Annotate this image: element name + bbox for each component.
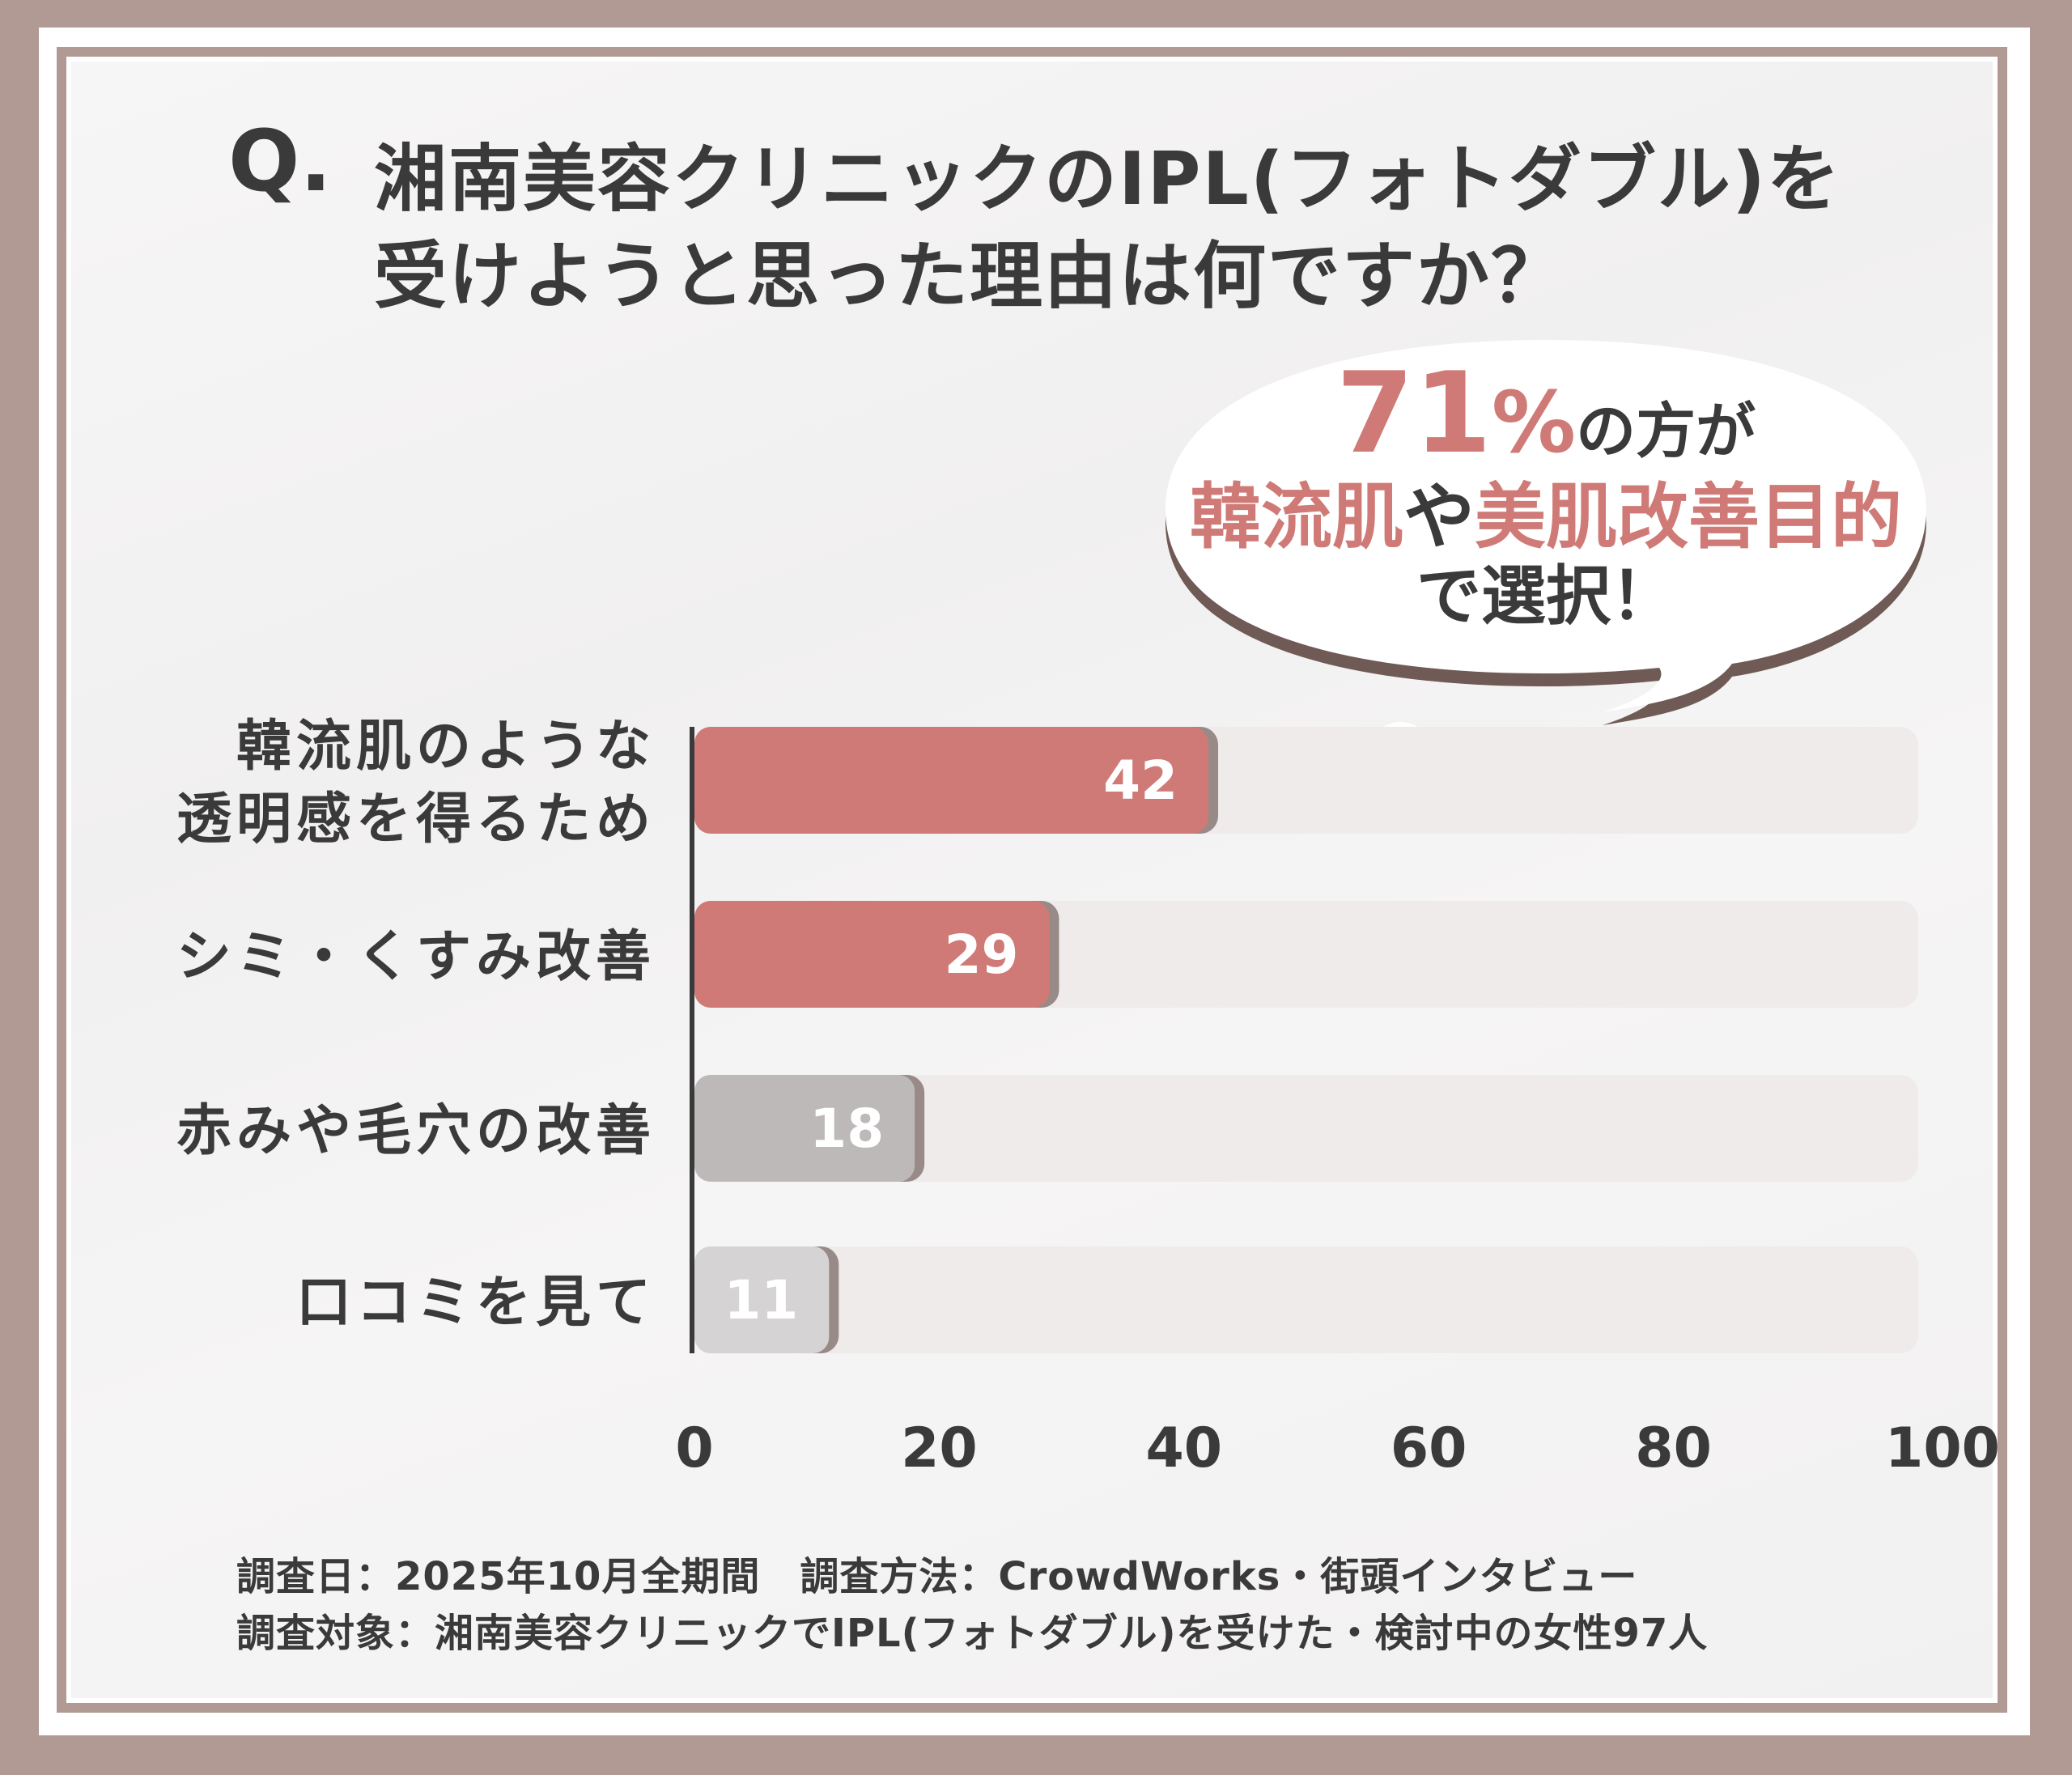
category-label: シミ・くすみ改善 <box>176 921 656 994</box>
bar-value-label: 42 <box>1103 749 1178 812</box>
bar-track <box>694 1246 1918 1353</box>
x-tick-label: 0 <box>675 1416 714 1480</box>
callout-highlight-1: 韓流肌 <box>1189 475 1403 558</box>
bar <box>694 901 1050 1008</box>
speech-bubble-shape <box>1166 340 1926 725</box>
x-tick-label: 20 <box>901 1416 978 1480</box>
x-tick-label: 60 <box>1390 1416 1467 1480</box>
speech-bubble: 71%の方が 韓流肌や美肌改善目的 で選択！ <box>1149 324 1942 777</box>
x-tick-label: 80 <box>1635 1416 1712 1480</box>
callout-connector: や <box>1403 475 1475 558</box>
callout-big-number: 71 <box>1335 348 1492 478</box>
question-mark-label: Q. <box>228 112 332 210</box>
survey-info-line-1: 調査日：2025年10月全期間 調査方法：CrowdWorks・街頭インタビュー <box>236 1554 1638 1599</box>
y-axis-line <box>690 727 694 1353</box>
survey-info-line-2: 調査対象：湘南美容クリニックでIPL(フォトダブル)を受けた・検討中の女性97人 <box>236 1611 1709 1656</box>
category-label-line: 赤みや毛穴の改善 <box>176 1099 656 1163</box>
category-label: 韓流肌のような透明感を得るため <box>176 711 656 856</box>
callout-line-1: 71%の方が <box>1149 348 1942 478</box>
bar <box>694 727 1209 834</box>
callout-percent: % <box>1491 373 1577 472</box>
x-tick-label: 100 <box>1885 1416 2000 1480</box>
bar <box>694 1075 915 1182</box>
callout-line-1-rest: の方が <box>1576 397 1756 466</box>
bar-value-label: 11 <box>724 1269 799 1331</box>
category-label: 赤みや毛穴の改善 <box>176 1095 656 1168</box>
question-title-line-1: 湘南美容クリニックのIPL(フォトダブル)を <box>374 137 1842 222</box>
category-label: 口コミを見て <box>296 1267 656 1340</box>
callout-line-2: 韓流肌や美肌改善目的 <box>1149 460 1942 563</box>
bar-track <box>694 1075 1918 1182</box>
category-label-line: 韓流肌のような <box>236 715 656 779</box>
question-title-line-2: 受けようと思った理由は何ですか？ <box>374 234 1565 319</box>
callout-highlight-2: 美肌改善目的 <box>1475 475 1903 558</box>
category-label-line: シミ・くすみ改善 <box>176 925 656 989</box>
bar-value-label: 18 <box>809 1098 885 1160</box>
category-label-line: 口コミを見て <box>295 1271 656 1335</box>
callout-line-3: で選択！ <box>1416 558 1675 634</box>
frame-line <box>57 47 2007 1713</box>
x-tick-label: 40 <box>1145 1416 1223 1480</box>
bar <box>694 1246 830 1353</box>
category-label-line: 透明感を得るため <box>176 788 656 851</box>
chart-panel <box>71 62 1993 1698</box>
bar-value-label: 29 <box>944 924 1019 986</box>
